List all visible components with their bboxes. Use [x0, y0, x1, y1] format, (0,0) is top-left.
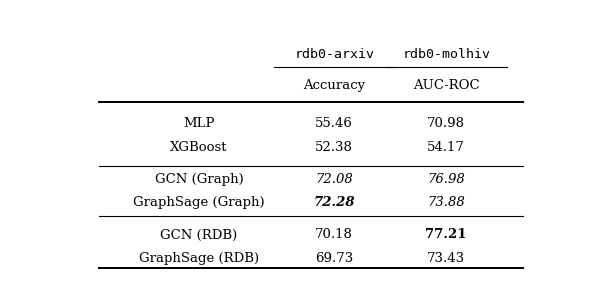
Text: 70.98: 70.98	[427, 117, 465, 130]
Text: GraphSage (RDB): GraphSage (RDB)	[139, 252, 259, 265]
Text: 77.21: 77.21	[426, 229, 467, 241]
Text: AUC-ROC: AUC-ROC	[413, 79, 479, 92]
Text: 73.88: 73.88	[427, 197, 465, 209]
Text: XGBoost: XGBoost	[170, 141, 228, 154]
Text: rdb0-arxiv: rdb0-arxiv	[294, 48, 374, 61]
Text: GCN (RDB): GCN (RDB)	[160, 229, 238, 241]
Text: Accuracy: Accuracy	[303, 79, 365, 92]
Text: GCN (Graph): GCN (Graph)	[155, 173, 243, 186]
Text: 52.38: 52.38	[315, 141, 353, 154]
Text: 54.17: 54.17	[427, 141, 465, 154]
Text: 76.98: 76.98	[427, 173, 465, 186]
Text: rdb0-molhiv: rdb0-molhiv	[402, 48, 490, 61]
Text: MLP: MLP	[183, 117, 215, 130]
Text: GraphSage (Graph): GraphSage (Graph)	[133, 197, 265, 209]
Text: 72.28: 72.28	[314, 197, 355, 209]
Text: 55.46: 55.46	[315, 117, 353, 130]
Text: 70.18: 70.18	[315, 229, 353, 241]
Text: 73.43: 73.43	[427, 252, 465, 265]
Text: 69.73: 69.73	[315, 252, 353, 265]
Text: 72.08: 72.08	[315, 173, 353, 186]
